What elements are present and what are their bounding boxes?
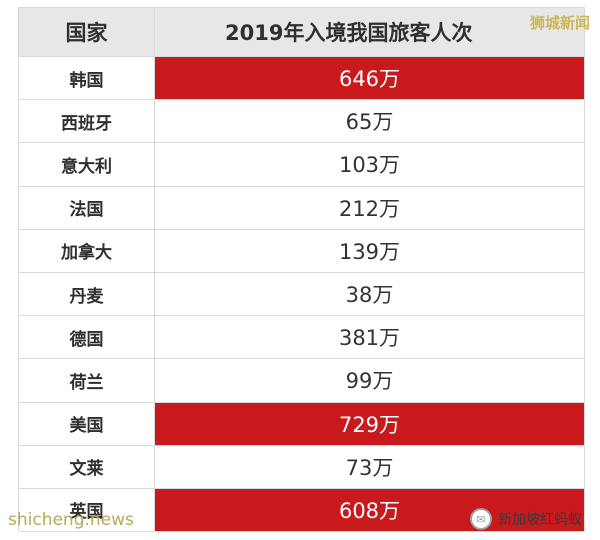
visitors-cell: 729万	[155, 402, 585, 446]
visitors-cell: 381万	[155, 316, 585, 360]
table-row: 加拿大 139万	[19, 229, 585, 273]
country-cell: 意大利	[19, 143, 155, 187]
table-row: 德国 381万	[19, 316, 585, 360]
watermark-bottom: shicheng.news	[8, 510, 134, 530]
wechat-badge-label: 新加坡红蚂蚁	[498, 512, 582, 528]
wechat-icon: ✉	[470, 508, 492, 530]
table-row: 丹麦 38万	[19, 272, 585, 317]
watermark-top: 狮城新闻	[529, 14, 590, 32]
table: 国家 2019年入境我国旅客人次 韩国 646万 西班牙 65万 意大利 103…	[18, 7, 585, 533]
table-row: 韩国 646万	[19, 57, 585, 101]
table-row: 法国 212万	[19, 186, 585, 230]
visitors-cell: 212万	[155, 186, 585, 230]
table-row: 意大利 103万	[19, 143, 585, 187]
visitors-cell: 139万	[155, 229, 585, 273]
visitors-cell: 38万	[155, 272, 585, 317]
header-visitors: 2019年入境我国旅客人次	[155, 8, 585, 57]
country-cell: 德国	[19, 316, 155, 360]
table-row: 文莱 73万	[19, 445, 585, 489]
header-country: 国家	[19, 8, 155, 57]
visitors-cell: 103万	[155, 143, 585, 187]
country-cell: 韩国	[19, 57, 155, 101]
visitors-cell: 99万	[155, 359, 585, 403]
country-cell: 英国	[19, 488, 155, 533]
country-cell: 美国	[19, 402, 155, 446]
visitors-cell: 608万	[155, 488, 585, 533]
table-row: 美国 729万	[19, 402, 585, 446]
country-cell: 丹麦	[19, 272, 155, 317]
visitors-cell: 65万	[155, 100, 585, 144]
table-row: 西班牙 65万	[19, 100, 585, 144]
table-row: 荷兰 99万	[19, 359, 585, 403]
country-cell: 文莱	[19, 445, 155, 489]
visitors-cell: 73万	[155, 445, 585, 489]
country-cell: 荷兰	[19, 359, 155, 403]
country-cell: 加拿大	[19, 229, 155, 273]
table-row: 英国 608万	[19, 488, 585, 533]
table-header: 国家 2019年入境我国旅客人次	[19, 8, 585, 57]
country-cell: 西班牙	[19, 100, 155, 144]
wechat-badge: ✉ 新加坡红蚂蚁	[470, 508, 582, 530]
country-cell: 法国	[19, 186, 155, 230]
visitors-cell: 646万	[155, 57, 585, 101]
